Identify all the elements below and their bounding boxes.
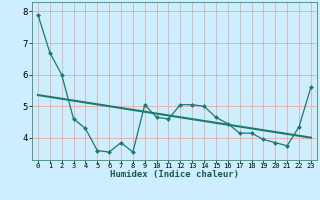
Point (95, 149, 100, 152)
Point (83, 127, 88, 130)
Point (107, 150, 112, 154)
Point (59, 73, 64, 76)
Point (130, 150, 135, 154)
Point (284, 144, 290, 147)
X-axis label: Humidex (Indice chaleur): Humidex (Indice chaleur) (110, 170, 239, 179)
Point (308, 86, 313, 89)
Point (213, 116, 219, 119)
Point (202, 105, 207, 108)
Point (142, 103, 147, 106)
Point (296, 125, 301, 128)
Point (261, 138, 266, 141)
Point (71, 117, 76, 121)
Point (118, 141, 124, 144)
Point (237, 132, 242, 135)
Point (166, 117, 171, 121)
Point (178, 103, 183, 106)
Point (47, 51, 52, 54)
Point (36, 13, 41, 16)
Point (249, 132, 254, 135)
Point (154, 116, 159, 119)
Point (190, 103, 195, 106)
Point (273, 141, 278, 144)
Point (225, 122, 230, 125)
